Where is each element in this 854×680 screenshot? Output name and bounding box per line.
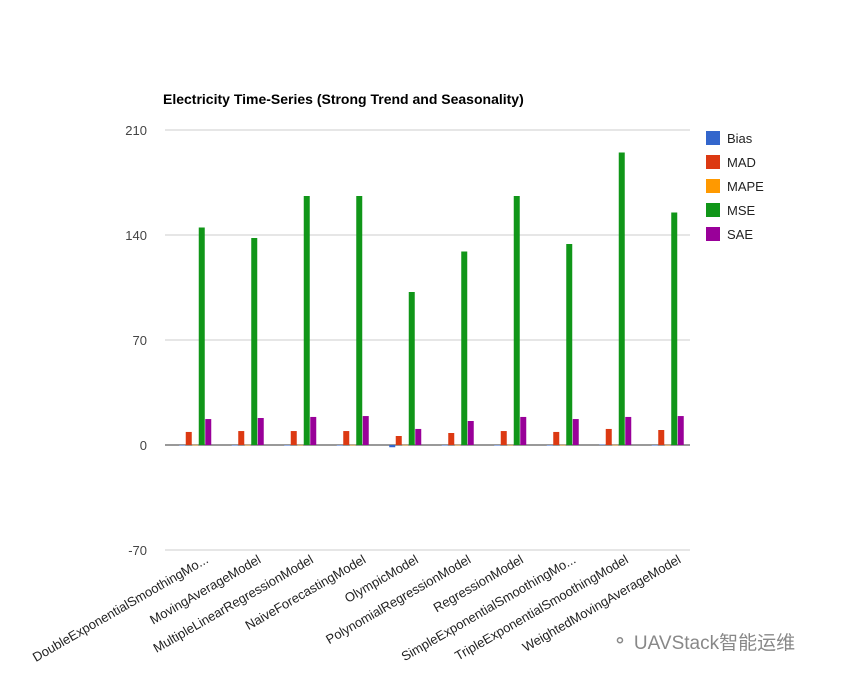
y-tick-label: 0 xyxy=(140,438,147,453)
y-tick-label: -70 xyxy=(128,543,147,558)
bar-sae xyxy=(625,416,632,445)
bar-mse xyxy=(513,196,520,445)
watermark: ⚬ UAVStack智能运维 xyxy=(612,628,795,655)
bar-mse xyxy=(408,292,415,445)
bar-mad xyxy=(395,436,402,445)
bar-sae xyxy=(310,416,317,445)
bar-sae xyxy=(572,419,579,445)
bar-sae xyxy=(362,416,369,445)
bar-mad xyxy=(343,431,350,445)
bar-bias xyxy=(494,445,501,446)
bar-sae xyxy=(415,428,422,445)
bar-mad xyxy=(553,431,560,445)
bar-mape xyxy=(402,444,409,446)
bar-mse xyxy=(251,238,258,445)
legend-swatch xyxy=(706,155,720,169)
bar-mad xyxy=(185,431,192,445)
legend-label: MAD xyxy=(727,155,756,170)
bar-mape xyxy=(454,444,461,446)
bar-mape xyxy=(559,444,566,446)
bar-mse xyxy=(671,212,678,445)
bar-bias xyxy=(651,445,658,446)
bar-bias xyxy=(441,445,448,446)
legend-label: Bias xyxy=(727,131,753,146)
bar-mape xyxy=(192,444,199,446)
watermark-text: UAVStack智能运维 xyxy=(633,633,796,654)
bar-mse xyxy=(198,227,205,445)
bar-mape xyxy=(612,444,619,446)
y-tick-label: 70 xyxy=(133,333,147,348)
legend-swatch xyxy=(706,131,720,145)
bar-mape xyxy=(507,444,514,446)
bar-mad xyxy=(658,430,665,445)
bar-mape xyxy=(349,444,356,446)
bar-mse xyxy=(618,152,625,445)
bar-mse xyxy=(356,196,363,445)
bar-mad xyxy=(238,431,245,445)
bar-mad xyxy=(500,431,507,445)
bar-mad xyxy=(448,433,455,445)
bar-mse xyxy=(303,196,310,445)
bar-bias xyxy=(179,445,186,446)
bar-bias xyxy=(389,445,396,448)
bar-mape xyxy=(297,444,304,446)
bar-bias xyxy=(546,445,553,446)
legend-label: MAPE xyxy=(727,179,764,194)
y-tick-label: 210 xyxy=(125,123,147,138)
chart-title: Electricity Time-Series (Strong Trend an… xyxy=(163,91,524,107)
bar-mse xyxy=(566,244,573,445)
bar-mad xyxy=(605,428,612,445)
bar-sae xyxy=(205,419,212,445)
legend-swatch xyxy=(706,179,720,193)
bar-mape xyxy=(664,444,671,446)
y-tick-label: 140 xyxy=(125,228,147,243)
legend-swatch xyxy=(706,203,720,217)
bar-sae xyxy=(520,416,527,445)
wechat-icon: ⚬ xyxy=(612,631,628,652)
legend-swatch xyxy=(706,227,720,241)
legend-label: MSE xyxy=(727,203,756,218)
bar-mape xyxy=(244,444,251,446)
bar-sae xyxy=(257,418,264,445)
legend-label: SAE xyxy=(727,227,753,242)
bar-bias xyxy=(336,445,343,446)
bar-sae xyxy=(677,416,684,445)
bar-sae xyxy=(467,421,474,445)
bar-mse xyxy=(461,251,468,445)
bar-mad xyxy=(290,431,297,445)
bar-bias xyxy=(231,445,238,446)
bar-bias xyxy=(284,445,291,446)
bar-bias xyxy=(599,444,606,446)
